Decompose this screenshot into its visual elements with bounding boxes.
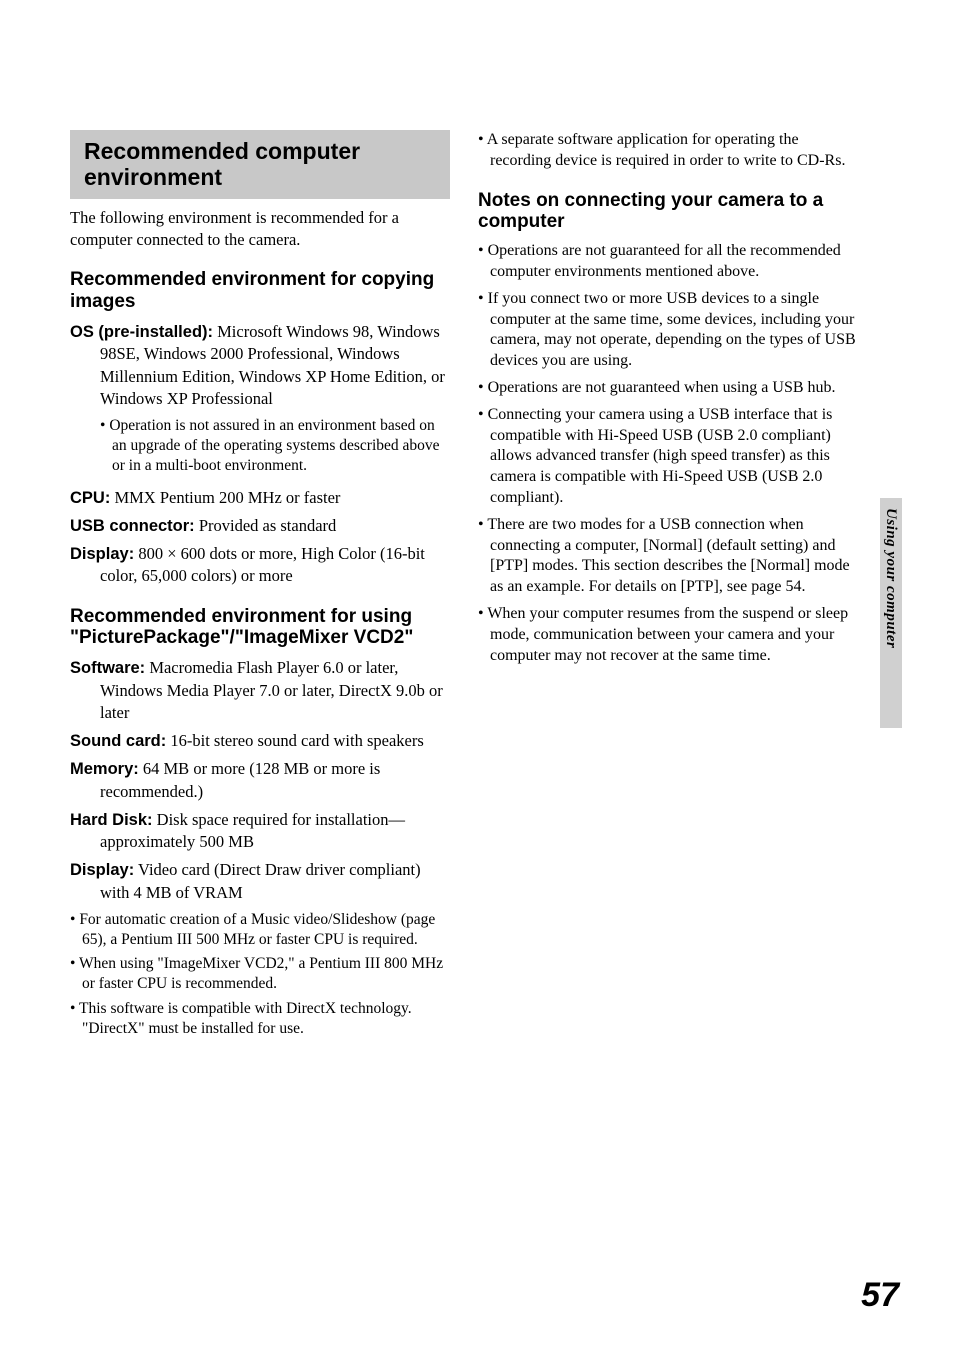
bullet: • A separate software application for op… [478, 130, 858, 172]
bullet-text: There are two modes for a USB connection… [487, 516, 849, 595]
bullet: • When using "ImageMixer VCD2," a Pentiu… [70, 954, 450, 994]
spec-label: Software: [70, 659, 145, 677]
section-title-box: Recommended computer environment [70, 130, 450, 199]
spec-label: Display: [70, 545, 134, 563]
bullet-text: If you connect two or more USB devices t… [488, 290, 856, 369]
spec-hdd: Hard Disk: Disk space required for insta… [70, 809, 450, 854]
spec-os: OS (pre-installed): Microsoft Windows 98… [70, 321, 450, 410]
bullet-text: When using "ImageMixer VCD2," a Pentium … [79, 955, 443, 992]
bullet: • Connecting your camera using a USB int… [478, 405, 858, 509]
sub-bullet-text: Operation is not assured in an environme… [109, 417, 439, 474]
bullet: • For automatic creation of a Music vide… [70, 910, 450, 950]
spec-label: OS (pre-installed): [70, 323, 213, 341]
bullet-text: This software is compatible with DirectX… [79, 1000, 412, 1037]
spec-software: Software: Macromedia Flash Player 6.0 or… [70, 657, 450, 724]
bullet-text: Operations are not guaranteed when using… [488, 379, 836, 396]
right-column: • A separate software application for op… [478, 130, 858, 1043]
spec-value: Provided as standard [195, 516, 337, 535]
spec-cpu: CPU: MMX Pentium 200 MHz or faster [70, 487, 450, 509]
spec-value: 64 MB or more (128 MB or more is recomme… [100, 759, 380, 800]
spec-label: Sound card: [70, 732, 166, 750]
spec-label: CPU: [70, 489, 110, 507]
spec-display: Display: 800 × 600 dots or more, High Co… [70, 543, 450, 588]
intro-text: The following environment is recommended… [70, 207, 450, 252]
page-number: 57 [861, 1276, 899, 1315]
spec-sound: Sound card: 16-bit stereo sound card wit… [70, 730, 450, 752]
bullet-text: Operations are not guaranteed for all th… [488, 242, 841, 280]
env2-heading: Recommended environment for using "Pictu… [70, 606, 450, 650]
spec-value: Macromedia Flash Player 6.0 or later, Wi… [100, 658, 443, 722]
bullet-text: A separate software application for oper… [487, 131, 846, 169]
spec-display2: Display: Video card (Direct Draw driver … [70, 859, 450, 904]
bullet: • There are two modes for a USB connecti… [478, 515, 858, 598]
side-tab-label: Using your computer [882, 508, 899, 648]
spec-label: Display: [70, 861, 134, 879]
bullet-text: Connecting your camera using a USB inter… [488, 406, 833, 506]
section-title: Recommended computer environment [84, 138, 436, 191]
env1-heading: Recommended environment for copying imag… [70, 269, 450, 313]
spec-usb: USB connector: Provided as standard [70, 515, 450, 537]
page-content: Recommended computer environment The fol… [70, 130, 884, 1043]
bullet: • Operations are not guaranteed for all … [478, 241, 858, 283]
bullet: • If you connect two or more USB devices… [478, 289, 858, 372]
bullet: • Operations are not guaranteed when usi… [478, 378, 858, 399]
spec-value: MMX Pentium 200 MHz or faster [110, 488, 340, 507]
bullet: • When your computer resumes from the su… [478, 604, 858, 666]
spec-label: USB connector: [70, 517, 195, 535]
bullet: • This software is compatible with Direc… [70, 999, 450, 1039]
notes-heading: Notes on connecting your camera to a com… [478, 190, 858, 234]
spec-label: Memory: [70, 760, 139, 778]
spec-memory: Memory: 64 MB or more (128 MB or more is… [70, 758, 450, 803]
spec-label: Hard Disk: [70, 811, 153, 829]
bullet-text: For automatic creation of a Music video/… [79, 911, 435, 948]
left-column: Recommended computer environment The fol… [70, 130, 450, 1043]
sub-bullet: • Operation is not assured in an environ… [100, 416, 450, 476]
bullet-text: When your computer resumes from the susp… [487, 605, 848, 664]
spec-value: 16-bit stereo sound card with speakers [166, 731, 424, 750]
spec-value: 800 × 600 dots or more, High Color (16-b… [100, 544, 425, 585]
spec-value: Video card (Direct Draw driver compliant… [100, 860, 421, 901]
